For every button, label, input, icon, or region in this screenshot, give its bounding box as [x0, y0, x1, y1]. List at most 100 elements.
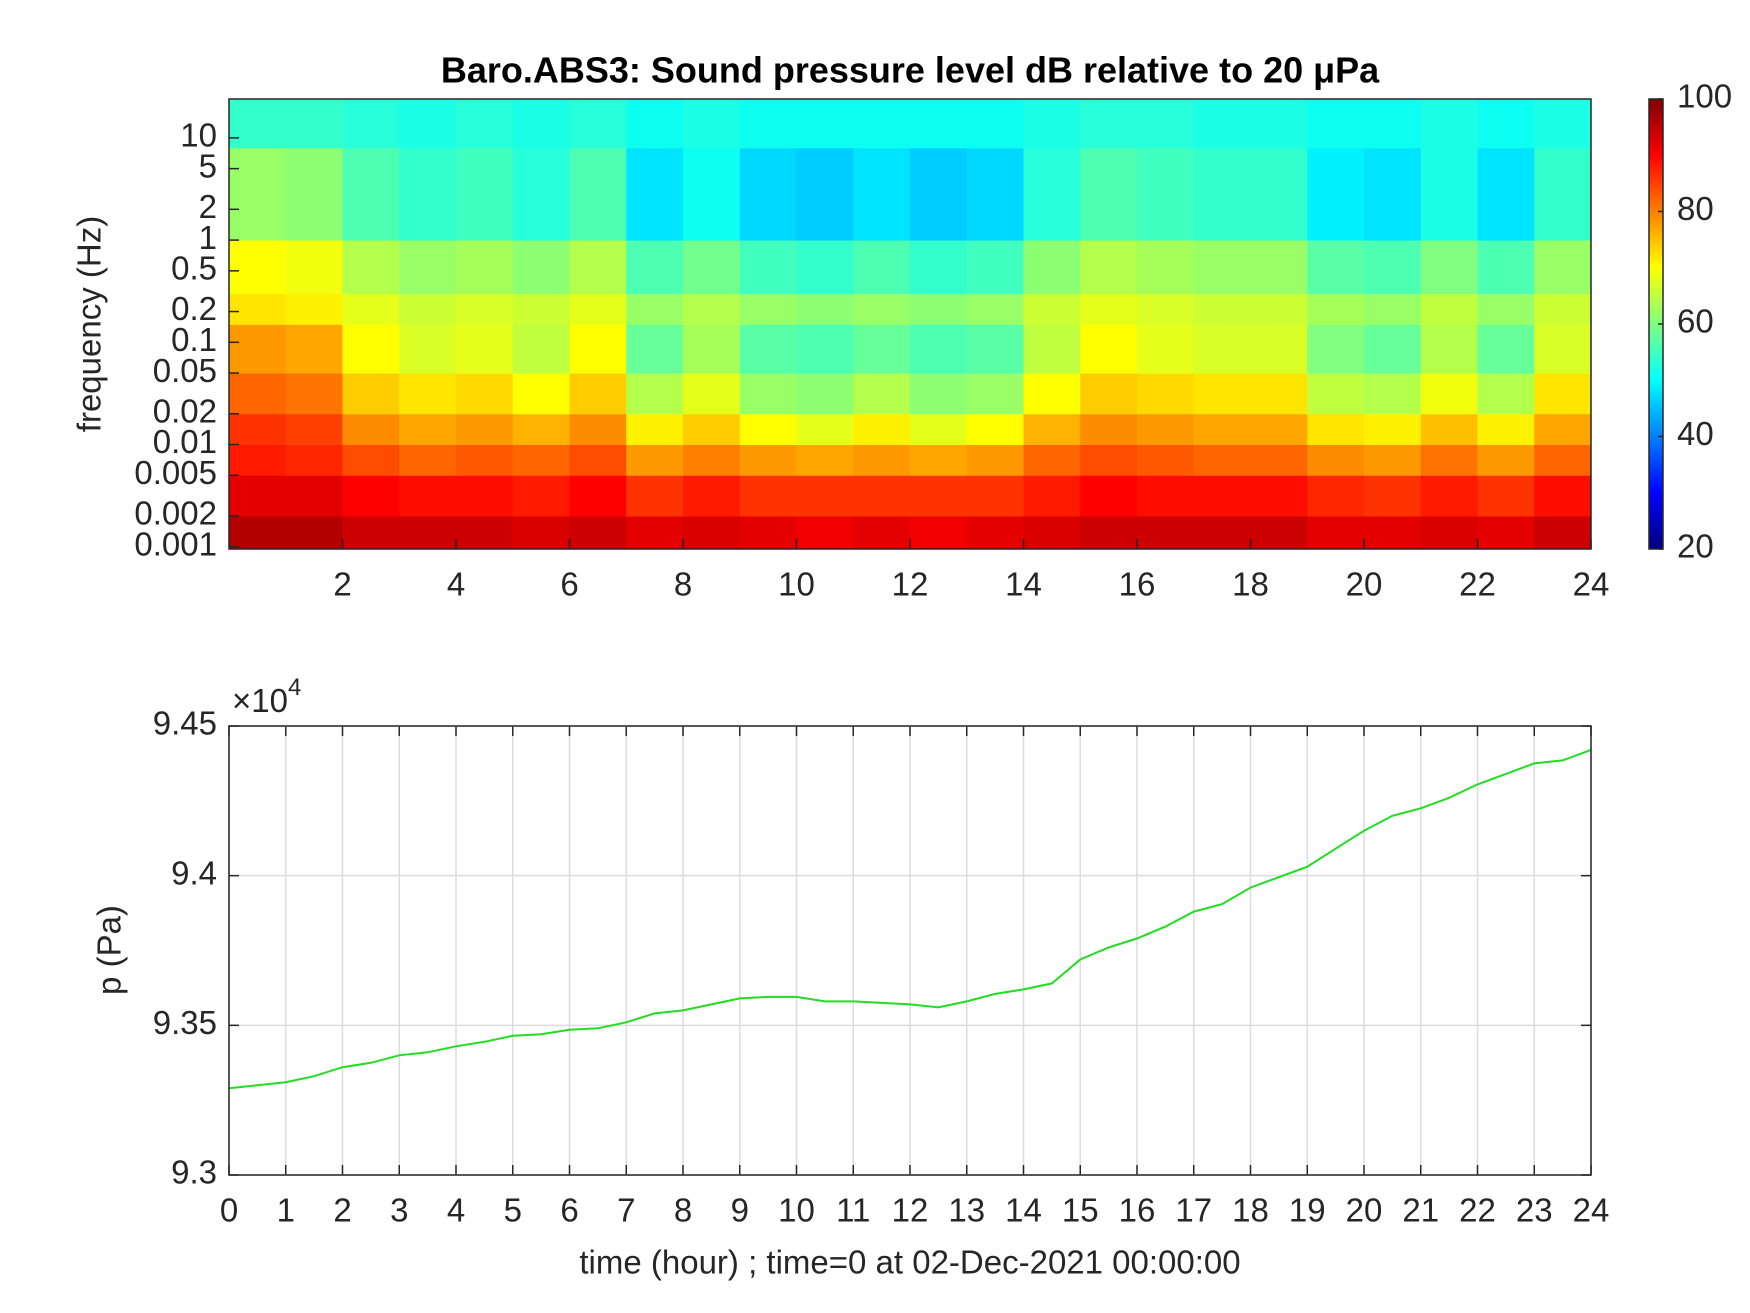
heatmap-cell [285, 413, 343, 446]
heatmap-cell [1307, 373, 1365, 415]
heatmap-cell [966, 293, 1024, 325]
heatmap-cell [1137, 515, 1195, 550]
multiplier-base: ×10 [232, 682, 288, 719]
heatmap-cell [1534, 99, 1592, 149]
heatmap-cell [456, 99, 514, 149]
x-tick-label: 13 [948, 1192, 985, 1229]
y-tick-label: 9.4 [171, 854, 217, 891]
y-tick-label: 0.002 [134, 495, 217, 532]
heatmap-cell [1193, 324, 1251, 374]
heatmap-cell [512, 475, 570, 517]
heatmap-cell [739, 515, 797, 550]
x-tick-label: 20 [1346, 566, 1383, 603]
x-tick-label: 6 [560, 566, 578, 603]
heatmap-cell [229, 99, 287, 149]
heatmap-cell [683, 413, 741, 446]
heatmap-cell [1364, 147, 1422, 241]
heatmap-cell [285, 99, 343, 149]
y-tick-label: 0.1 [171, 321, 217, 358]
heatmap-cell [399, 240, 457, 295]
heatmap-cell [1193, 240, 1251, 295]
heatmap-cell [1364, 444, 1422, 476]
heatmap-cell [1023, 413, 1081, 446]
heatmap-cell [456, 293, 514, 325]
y-tick-label: 0.005 [134, 454, 217, 491]
heatmap-cell [1080, 324, 1138, 374]
heatmap-cell [229, 147, 287, 241]
y-tick-label: 0.001 [134, 525, 217, 562]
heatmap-cell [456, 444, 514, 476]
y-tick-label: 9.3 [171, 1154, 217, 1191]
colorbar-tick-label: 40 [1677, 415, 1714, 452]
heatmap-cell [1137, 373, 1195, 415]
heatmap-cell [569, 444, 627, 476]
x-axis-label: time (hour) ; time=0 at 02-Dec-2021 00:0… [579, 1244, 1240, 1281]
heatmap-cell [966, 147, 1024, 241]
y-tick-label: 9.35 [153, 1004, 217, 1041]
heatmap-cell [342, 99, 400, 149]
heatmap-cell [910, 444, 968, 476]
heatmap-cell [910, 147, 968, 241]
heatmap-cell [1307, 147, 1365, 241]
heatmap-cell [853, 444, 911, 476]
heatmap-cell [910, 413, 968, 446]
y-axis-label: p (Pa) [91, 905, 128, 995]
heatmap-cell [342, 373, 400, 415]
heatmap-cell [1534, 147, 1592, 241]
heatmap-cell [512, 293, 570, 325]
heatmap-cell [229, 240, 287, 295]
heatmap-cell [512, 147, 570, 241]
heatmap-cell [342, 515, 400, 550]
heatmap-cell [739, 99, 797, 149]
heatmap-cell [399, 147, 457, 241]
heatmap-cell [1250, 99, 1308, 149]
heatmap-cell [1250, 475, 1308, 517]
heatmap-cell [569, 475, 627, 517]
heatmap-cell [1534, 444, 1592, 476]
y-tick-label: 9.45 [153, 705, 217, 742]
heatmap-cell [626, 99, 684, 149]
heatmap-cell [796, 444, 854, 476]
heatmap-cell [1307, 99, 1365, 149]
heatmap-cell [1023, 515, 1081, 550]
heatmap-cell [1307, 515, 1365, 550]
heatmap-cell [1477, 475, 1535, 517]
x-tick-label: 16 [1119, 1192, 1156, 1229]
heatmap-cell [1137, 475, 1195, 517]
x-tick-label: 8 [674, 1192, 692, 1229]
heatmap-cell [399, 475, 457, 517]
heatmap-cell [1250, 240, 1308, 295]
heatmap-cell [626, 444, 684, 476]
heatmap-cell [456, 413, 514, 446]
heatmap-cell [1023, 324, 1081, 374]
heatmap-cell [456, 475, 514, 517]
y-tick-label: 0.5 [171, 250, 217, 287]
heatmap-cell [853, 515, 911, 550]
heatmap-cell [1137, 444, 1195, 476]
heatmap-cell [1080, 444, 1138, 476]
x-tick-label: 2 [333, 1192, 351, 1229]
heatmap-cell [1080, 475, 1138, 517]
heatmap-cell [1080, 293, 1138, 325]
y-axis-label: frequency (Hz) [71, 216, 108, 432]
heatmap-cell [1080, 413, 1138, 446]
heatmap-cell [1080, 373, 1138, 415]
heatmap-cell [1193, 373, 1251, 415]
heatmap-cell [1534, 324, 1592, 374]
heatmap-cell [229, 475, 287, 517]
heatmap-cell [512, 240, 570, 295]
heatmap-cell [853, 324, 911, 374]
heatmap-cell [739, 475, 797, 517]
heatmap-cell [739, 293, 797, 325]
heatmap-cell [399, 293, 457, 325]
heatmap-cell [739, 324, 797, 374]
heatmap-cell [1250, 444, 1308, 476]
heatmap-cell [1420, 475, 1478, 517]
heatmap-cell [626, 240, 684, 295]
heatmap-cell [569, 147, 627, 241]
heatmap-cell [1420, 324, 1478, 374]
heatmap-cell [853, 99, 911, 149]
heatmap-cell [626, 515, 684, 550]
x-tick-label: 22 [1459, 1192, 1496, 1229]
heatmap-cell [853, 475, 911, 517]
